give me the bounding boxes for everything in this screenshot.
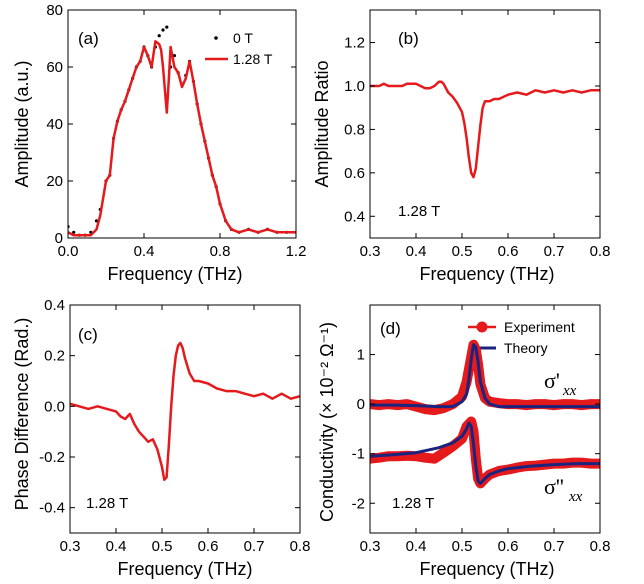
series-d-1-point <box>420 453 430 463</box>
plot-area-a <box>68 25 296 237</box>
xtick-label-a: 0.4 <box>134 243 155 260</box>
panel-d: (d) 1.28 T Frequency (THz) Conductivity … <box>317 319 583 579</box>
plot-d: 0.3 0.4 0.5 0.6 0.7 0.8 -2 -1 0 1 <box>352 304 611 555</box>
ytick-label-d: -2 <box>352 495 365 512</box>
panel-b: (b) 1.28 T Frequency (THz) Amplitude Rat… <box>312 29 555 284</box>
xtick-label-b: 0.4 <box>406 243 427 260</box>
ytick-label-c: 0.4 <box>44 297 65 314</box>
ytick-label-b: 1.2 <box>344 35 365 52</box>
panel-c: (c) 1.28 T Frequency (THz) Phase Differe… <box>12 318 253 579</box>
series-a-0-point <box>165 25 169 29</box>
ytick-label-d: -1 <box>352 446 365 463</box>
ytick-label-b: 0.8 <box>344 121 365 138</box>
xtick-label-d: 0.8 <box>590 538 611 555</box>
xtick-label-d: 0.7 <box>544 538 565 555</box>
ytick-label-d: 0 <box>357 396 365 413</box>
ylabel-d: Conductivity (× 10⁻² Ω⁻¹) <box>317 322 337 522</box>
legend-d: Experiment Theory <box>468 319 575 356</box>
curve-label-sigma-double-prime: σ'' xx <box>544 474 583 505</box>
panel-label-d: (d) <box>380 319 401 338</box>
xtick-label-c: 0.6 <box>198 538 219 555</box>
legend-label-128t: 1.28 T <box>233 51 273 67</box>
series-a-0-point <box>157 34 161 38</box>
xtick-label-d: 0.3 <box>360 538 381 555</box>
sigma-double-prime-subscript: xx <box>568 489 583 505</box>
series-b-0-line <box>370 80 600 179</box>
ytick-label-c: 0.0 <box>44 398 65 415</box>
ytick-label-a: 20 <box>46 173 63 190</box>
xlabel-a: Frequency (THz) <box>107 264 242 284</box>
xtick-label-b: 0.7 <box>544 243 565 260</box>
series-d-1-point <box>429 454 439 464</box>
plot-c: 0.3 0.4 0.5 0.6 0.7 0.8 -0.4 -0.2 0.0 0.2 0.4 <box>39 297 310 555</box>
annotation-c: 1.28 T <box>86 495 128 512</box>
xtick-label-b: 0.6 <box>498 243 519 260</box>
series-d-1-point <box>439 448 449 458</box>
legend-label-0t: 0 T <box>233 30 253 46</box>
xtick-label-d: 0.6 <box>498 538 519 555</box>
series-a-0-point <box>161 28 165 32</box>
xlabel-c: Frequency (THz) <box>117 559 252 579</box>
ylabel-c: Phase Difference (Rad.) <box>12 318 32 511</box>
ytick-label-a: 60 <box>46 59 63 76</box>
plot-a: 0.0 0.4 0.8 1.2 0 20 40 60 80 <box>46 2 306 260</box>
legend-marker-experiment <box>476 321 488 333</box>
legend-label-experiment: Experiment <box>504 319 575 335</box>
ytick-label-c: -0.2 <box>39 449 65 466</box>
series-c-0-line <box>70 341 300 482</box>
ytick-label-b: 0.4 <box>344 208 365 225</box>
xtick-label-a: 0.0 <box>58 243 79 260</box>
legend-a: 0 T 1.28 T <box>205 30 273 67</box>
ytick-label-c: -0.4 <box>39 500 65 517</box>
plot-area-d <box>370 339 600 489</box>
legend-label-theory: Theory <box>504 340 548 356</box>
series-a-0-point <box>72 230 76 234</box>
plot-area-c <box>70 341 300 482</box>
curve-label-sigma-prime: σ' xx <box>544 368 577 399</box>
annotation-d: 1.28 T <box>392 495 434 512</box>
sigma-prime-subscript: xx <box>562 383 577 399</box>
frame-d <box>369 304 601 534</box>
xtick-label-a: 1.2 <box>286 243 307 260</box>
ytick-label-c: 0.2 <box>44 348 65 365</box>
xtick-label-c: 0.8 <box>290 538 311 555</box>
xtick-label-c: 0.7 <box>244 538 265 555</box>
annotation-b: 1.28 T <box>398 203 440 220</box>
ytick-label-d: 1 <box>357 347 365 364</box>
panel-label-b: (b) <box>398 29 419 48</box>
panel-label-a: (a) <box>78 29 99 48</box>
xlabel-d: Frequency (THz) <box>419 559 554 579</box>
legend-marker-0t <box>214 36 218 40</box>
xtick-label-d: 0.5 <box>452 538 473 555</box>
ytick-label-a: 0 <box>55 230 63 247</box>
xtick-label-a: 0.8 <box>210 243 231 260</box>
plot-area-b <box>370 80 600 179</box>
sigma-prime-symbol: σ' <box>544 368 560 393</box>
series-d-3-line <box>370 421 600 485</box>
ytick-label-b: 0.6 <box>344 165 365 182</box>
frame-b <box>369 9 601 239</box>
xlabel-b: Frequency (THz) <box>419 264 554 284</box>
series-a-1-line <box>68 40 296 237</box>
xtick-label-c: 0.5 <box>152 538 173 555</box>
xtick-label-b: 0.8 <box>590 243 611 260</box>
series-d-2-line <box>370 343 600 409</box>
ytick-label-a: 40 <box>46 116 63 133</box>
xtick-label-b: 0.5 <box>452 243 473 260</box>
panel-a: (a) Frequency (THz) Amplitude (a.u.) 0 T… <box>12 29 273 284</box>
plot-b: 0.3 0.4 0.5 0.6 0.7 0.8 0.4 0.6 0.8 1.0 1.2 <box>344 9 611 260</box>
xtick-label-c: 0.4 <box>106 538 127 555</box>
panel-label-c: (c) <box>78 325 98 344</box>
xtick-label-c: 0.3 <box>60 538 81 555</box>
frame-c <box>69 304 301 534</box>
ylabel-b: Amplitude Ratio <box>312 60 332 187</box>
ytick-label-b: 1.0 <box>344 78 365 95</box>
xtick-label-b: 0.3 <box>360 243 381 260</box>
sigma-double-prime-symbol: σ'' <box>544 474 564 499</box>
ytick-label-a: 80 <box>46 2 63 19</box>
xtick-label-d: 0.4 <box>406 538 427 555</box>
ylabel-a: Amplitude (a.u.) <box>12 60 32 187</box>
